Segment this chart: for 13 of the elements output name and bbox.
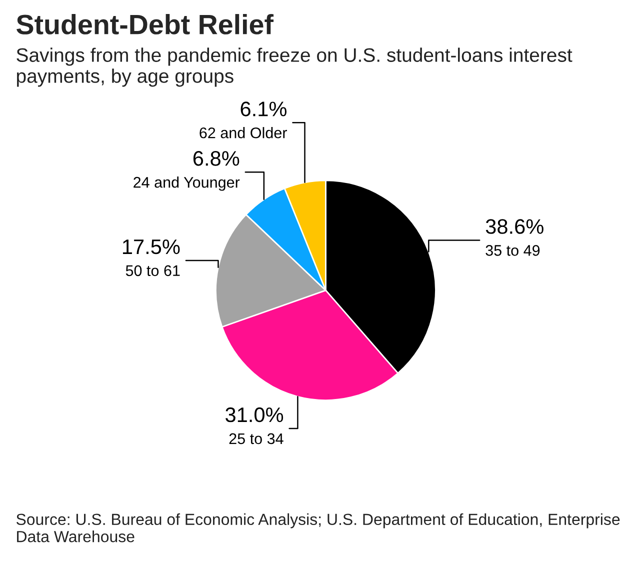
data-label: 31.0% xyxy=(226,407,284,422)
chart-title: Student-Debt Relief xyxy=(16,14,274,34)
data-label: 6.8% xyxy=(193,151,240,166)
slice-label: 24 and Younger xyxy=(134,176,240,191)
data-label: 38.6% xyxy=(486,219,544,234)
source-note: Source: U.S. Bureau of Economic Analysis; U.S. Department of Education, Enterprise Data Warehouse xyxy=(16,513,620,542)
slice-label: 62 and Older xyxy=(200,127,287,138)
data-label: 6.1% xyxy=(240,102,286,116)
data-label: 17.5% xyxy=(122,239,180,254)
chart-subtitle: Savings from the pandemic freeze on U.S. student-loans interest payments, by age groups xyxy=(16,48,572,87)
slice-label: 35 to 49 xyxy=(486,245,540,256)
slice-label: 25 to 34 xyxy=(229,433,284,444)
slice-label: 50 to 61 xyxy=(126,265,180,276)
